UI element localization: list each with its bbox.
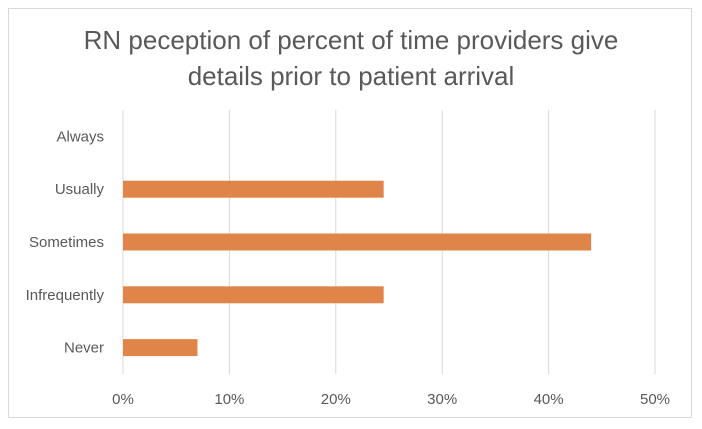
category-label-always: Always — [56, 128, 104, 145]
x-tick-label: 10% — [214, 391, 244, 408]
bar-never — [123, 339, 198, 357]
bars — [123, 180, 592, 357]
category-label-infrequently: Infrequently — [26, 287, 105, 304]
bar-usually — [123, 180, 384, 198]
x-tick-label: 30% — [427, 391, 457, 408]
chart-title: RN peception of percent of time provider… — [83, 25, 619, 91]
category-label-never: Never — [64, 340, 104, 357]
category-label-sometimes: Sometimes — [29, 234, 104, 251]
x-tick-labels: 0% 10% 20% 30% 40% 50% — [112, 391, 670, 408]
chart-frame — [8, 8, 692, 418]
x-tick-label: 40% — [534, 391, 564, 408]
x-tick-label: 20% — [321, 391, 351, 408]
category-labels: Always Usually Sometimes Infrequently Never — [26, 128, 105, 356]
bar-infrequently — [123, 286, 384, 304]
x-tick-label: 50% — [640, 391, 670, 408]
category-label-usually: Usually — [55, 181, 105, 198]
bar-sometimes — [123, 233, 592, 251]
x-tick-label: 0% — [112, 391, 134, 408]
